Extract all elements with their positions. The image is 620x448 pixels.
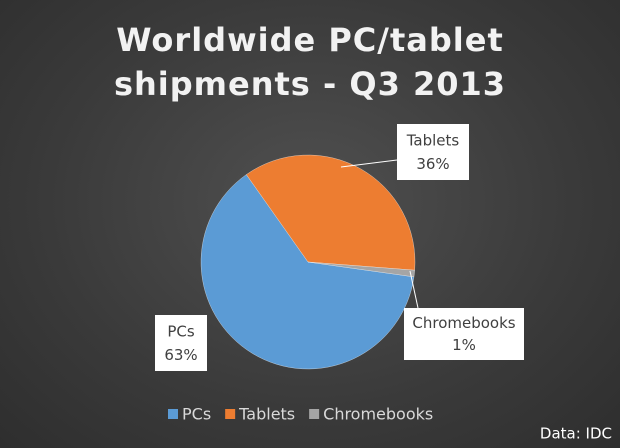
legend-label: PCs [182, 405, 211, 424]
leader-line [409, 270, 419, 309]
legend-swatch [225, 409, 236, 419]
data-label-name: Chromebooks [412, 314, 515, 332]
source: Data: IDC [540, 425, 612, 443]
data-label-name: PCs [167, 322, 195, 340]
legend-label: Tablets [238, 405, 295, 424]
legend-label: Chromebooks [323, 405, 433, 424]
leader-line [340, 159, 398, 168]
legend-swatch [309, 409, 320, 419]
data-label-name: Tablets [406, 131, 460, 149]
pie-slice [200, 174, 415, 370]
data-label-value: 1% [452, 336, 476, 354]
label-box [404, 308, 524, 360]
data-label-value: 36% [416, 155, 449, 173]
data-label-value: 63% [164, 346, 197, 364]
pie-slice [246, 154, 416, 271]
legend-swatch [168, 409, 178, 419]
label-box [397, 124, 469, 180]
legend: PCs Tablets Chromebooks [168, 405, 433, 424]
chart-title: Worldwide PC/tablet shipments - Q3 2013 [113, 21, 507, 103]
pie-slice [307, 261, 415, 278]
label-box [155, 315, 207, 371]
